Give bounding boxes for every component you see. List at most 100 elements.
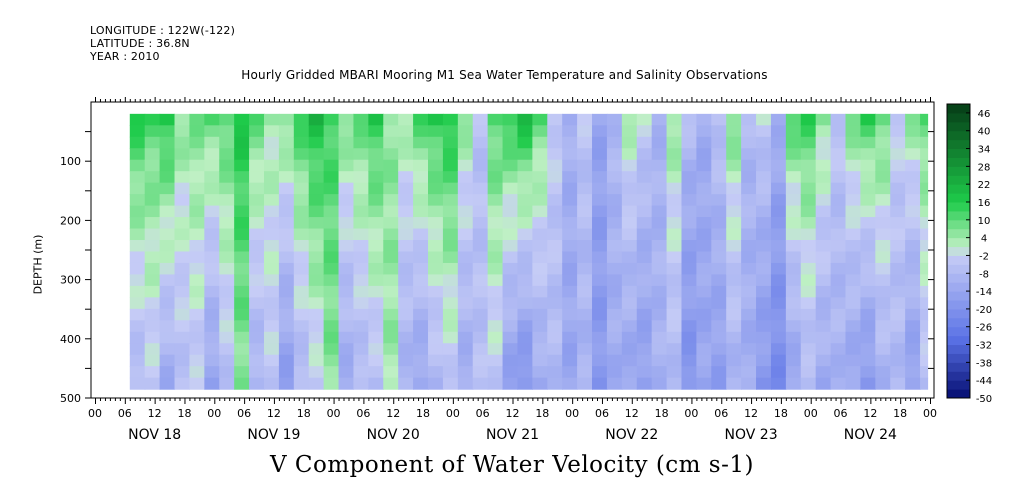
heatmap-cell	[189, 217, 205, 230]
heatmap-cell	[890, 343, 906, 356]
x-tick-label: 18	[655, 407, 669, 420]
heatmap-cell	[592, 182, 608, 195]
heatmap-cell	[144, 148, 161, 161]
heatmap-cell	[368, 171, 384, 184]
heatmap-cell	[338, 136, 355, 149]
heatmap-cell	[502, 274, 519, 287]
heatmap-cell	[293, 331, 310, 344]
heatmap-cell	[845, 251, 862, 264]
x-axis: 00 06 12 18 00 06 12 18 00 06 12 18 00 06 12 18 00 06 12 18…	[88, 398, 937, 443]
heatmap-cell	[293, 125, 310, 138]
heatmap-cell	[144, 240, 161, 253]
heatmap-cell	[189, 274, 205, 287]
heatmap-cell	[398, 297, 414, 310]
heatmap-cell	[875, 285, 891, 298]
heatmap-cell	[920, 182, 929, 195]
heatmap-cell	[741, 228, 757, 241]
heatmap-cell	[770, 159, 787, 172]
heatmap-cell	[338, 320, 355, 333]
heatmap-cell	[815, 285, 832, 298]
colorbar-swatch	[947, 308, 970, 319]
heatmap-cell	[368, 113, 384, 126]
heatmap-cell	[592, 354, 608, 367]
heatmap-cell	[562, 297, 578, 310]
heatmap-cell	[577, 159, 593, 172]
heatmap-cell	[890, 354, 906, 367]
heatmap-cell	[830, 285, 847, 298]
heatmap-cell	[472, 136, 489, 149]
heatmap-cell	[770, 136, 787, 149]
heatmap-cell	[547, 331, 563, 344]
heatmap-cell	[308, 228, 325, 241]
heatmap-cell	[353, 148, 369, 161]
heatmap-cell	[323, 274, 340, 287]
heatmap-cell	[263, 136, 280, 149]
heatmap-cell	[308, 194, 325, 207]
heatmap-cell	[368, 125, 384, 138]
heatmap-cell	[905, 182, 921, 195]
heatmap-cell	[890, 377, 906, 390]
heatmap-cell	[562, 228, 578, 241]
heatmap-cell	[383, 136, 399, 149]
heatmap-cell	[398, 251, 414, 264]
heatmap-cell	[472, 159, 489, 172]
heatmap-cell	[621, 285, 638, 298]
heatmap-cell	[398, 240, 414, 253]
heatmap-cell	[845, 366, 862, 379]
heatmap-cell	[800, 217, 817, 230]
heatmap-cell	[487, 240, 504, 253]
heatmap-cell	[681, 228, 697, 241]
heatmap-cell	[636, 228, 653, 241]
heatmap-cell	[189, 377, 205, 390]
heatmap-cell	[562, 285, 578, 298]
heatmap-cell	[189, 136, 205, 149]
heatmap-cell	[413, 262, 429, 276]
heatmap-cell	[398, 182, 414, 195]
heatmap-cell	[696, 262, 712, 276]
heatmap-cell	[696, 331, 712, 344]
heatmap-cell	[129, 217, 146, 230]
heatmap-cell	[323, 297, 340, 310]
heatmap-cell	[398, 343, 414, 356]
heatmap-cell	[159, 274, 176, 287]
heatmap-cell	[293, 136, 310, 149]
heatmap-cell	[577, 148, 593, 161]
heatmap-cell	[681, 343, 697, 356]
heatmap-cell	[398, 159, 414, 172]
heatmap-cell	[174, 159, 191, 172]
heatmap-cell	[293, 308, 310, 321]
heatmap-cell	[621, 343, 638, 356]
heatmap-cell	[204, 320, 220, 333]
heatmap-cell	[383, 297, 399, 310]
heatmap-cell	[174, 343, 191, 356]
heatmap-cell	[353, 320, 369, 333]
heatmap-cell	[278, 285, 295, 298]
heatmap-cell	[606, 274, 623, 287]
heatmap-cell	[323, 343, 340, 356]
heatmap-cell	[323, 194, 340, 207]
heatmap-cell	[308, 366, 325, 379]
heatmap-cell	[562, 136, 578, 149]
heatmap-cell	[920, 205, 929, 218]
x-tick-label: 00	[88, 407, 102, 420]
heatmap-cell	[890, 366, 906, 379]
heatmap-cell	[457, 274, 474, 287]
heatmap-cell	[368, 182, 384, 195]
heatmap-cell	[353, 240, 369, 253]
heatmap-cell	[666, 182, 683, 195]
heatmap-cell	[711, 331, 727, 344]
heatmap-cell	[428, 136, 444, 149]
heatmap-cell	[502, 377, 519, 390]
heatmap-cell	[293, 148, 310, 161]
heatmap-cell	[174, 205, 191, 218]
heatmap-cell	[606, 125, 623, 138]
heatmap-cell	[219, 285, 235, 298]
heatmap-cell	[785, 320, 802, 333]
heatmap-cell	[621, 320, 638, 333]
heatmap-cell	[875, 194, 891, 207]
heatmap-cell	[234, 331, 250, 344]
heatmap-cell	[204, 297, 220, 310]
heatmap-cell	[204, 125, 220, 138]
heatmap-cell	[204, 251, 220, 264]
heatmap-cell	[249, 297, 265, 310]
